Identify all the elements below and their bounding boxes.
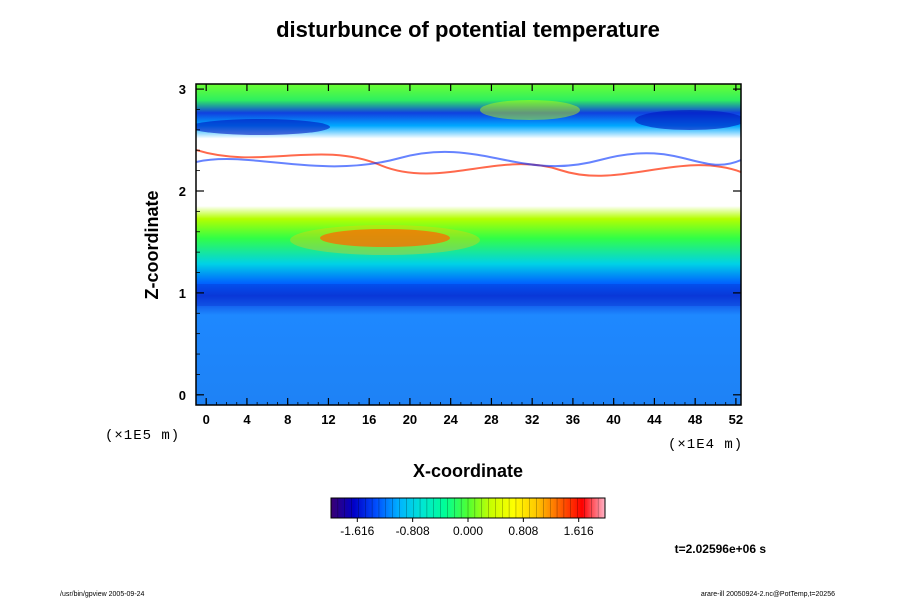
x-tick-label: 12 [321, 412, 335, 427]
x-tick-label: 0 [203, 412, 210, 427]
colorbar-ticks: -1.616 -0.808 0.000 0.808 1.616 [340, 518, 594, 538]
colorbar-tick-label: 0.808 [508, 524, 538, 538]
z-scale-note: (×1E5 m) [105, 428, 180, 444]
x-tick-label: 16 [362, 412, 376, 427]
footer-left: /usr/bin/gpview 2005-09-24 [60, 591, 145, 598]
x-tick-label: 32 [525, 412, 539, 427]
upper-cold-band-left [196, 119, 330, 135]
colorbar-tick-label: -1.616 [340, 524, 374, 538]
y-tick-label: 2 [179, 184, 186, 199]
field-features [196, 100, 741, 306]
time-label: t=2.02596e+06 s [675, 542, 767, 556]
plot-frame [195, 83, 742, 406]
warm-anomaly-halo [290, 225, 480, 255]
heatmap-field [196, 84, 741, 405]
x-axis-label: X-coordinate [413, 461, 523, 481]
y-tick-label: 1 [179, 286, 186, 301]
x-scale-note: (×1E4 m) [668, 437, 743, 453]
x-tick-label: 36 [566, 412, 580, 427]
y-tick-label: 3 [179, 82, 186, 97]
x-tick-label: 40 [606, 412, 620, 427]
x-tick-label: 28 [484, 412, 498, 427]
upper-warm-patch [480, 100, 580, 120]
x-tick-label: 48 [688, 412, 702, 427]
chart-title: disturbunce of potential temperature [276, 17, 660, 42]
colorbar-cells [337, 498, 599, 518]
x-tick-label: 8 [284, 412, 291, 427]
footer-right: arare-ill 20050924-2.nc@PotTemp,t=20256 [701, 591, 835, 598]
x-tick-label: 20 [403, 412, 417, 427]
x-tick-label: 4 [243, 412, 251, 427]
colorbar-tick-label: -0.808 [396, 524, 430, 538]
colorbar-tick-label: 1.616 [564, 524, 594, 538]
instability-stripes-2 [196, 150, 741, 168]
y-tick-label: 0 [179, 388, 186, 403]
x-tick-label: 44 [647, 412, 662, 427]
y-axis-label: Z-coordinate [142, 190, 162, 299]
x-tick-label: 52 [729, 412, 743, 427]
colorbar-tick-label: 0.000 [453, 524, 483, 538]
warm-anomaly-core [320, 229, 450, 247]
colorbar: -1.616 -0.808 0.000 0.808 1.616 [330, 497, 606, 538]
lower-cold-band [196, 284, 741, 306]
x-tick-label: 24 [443, 412, 458, 427]
upper-cold-band-right [635, 110, 741, 130]
instability-stripes [196, 149, 741, 177]
